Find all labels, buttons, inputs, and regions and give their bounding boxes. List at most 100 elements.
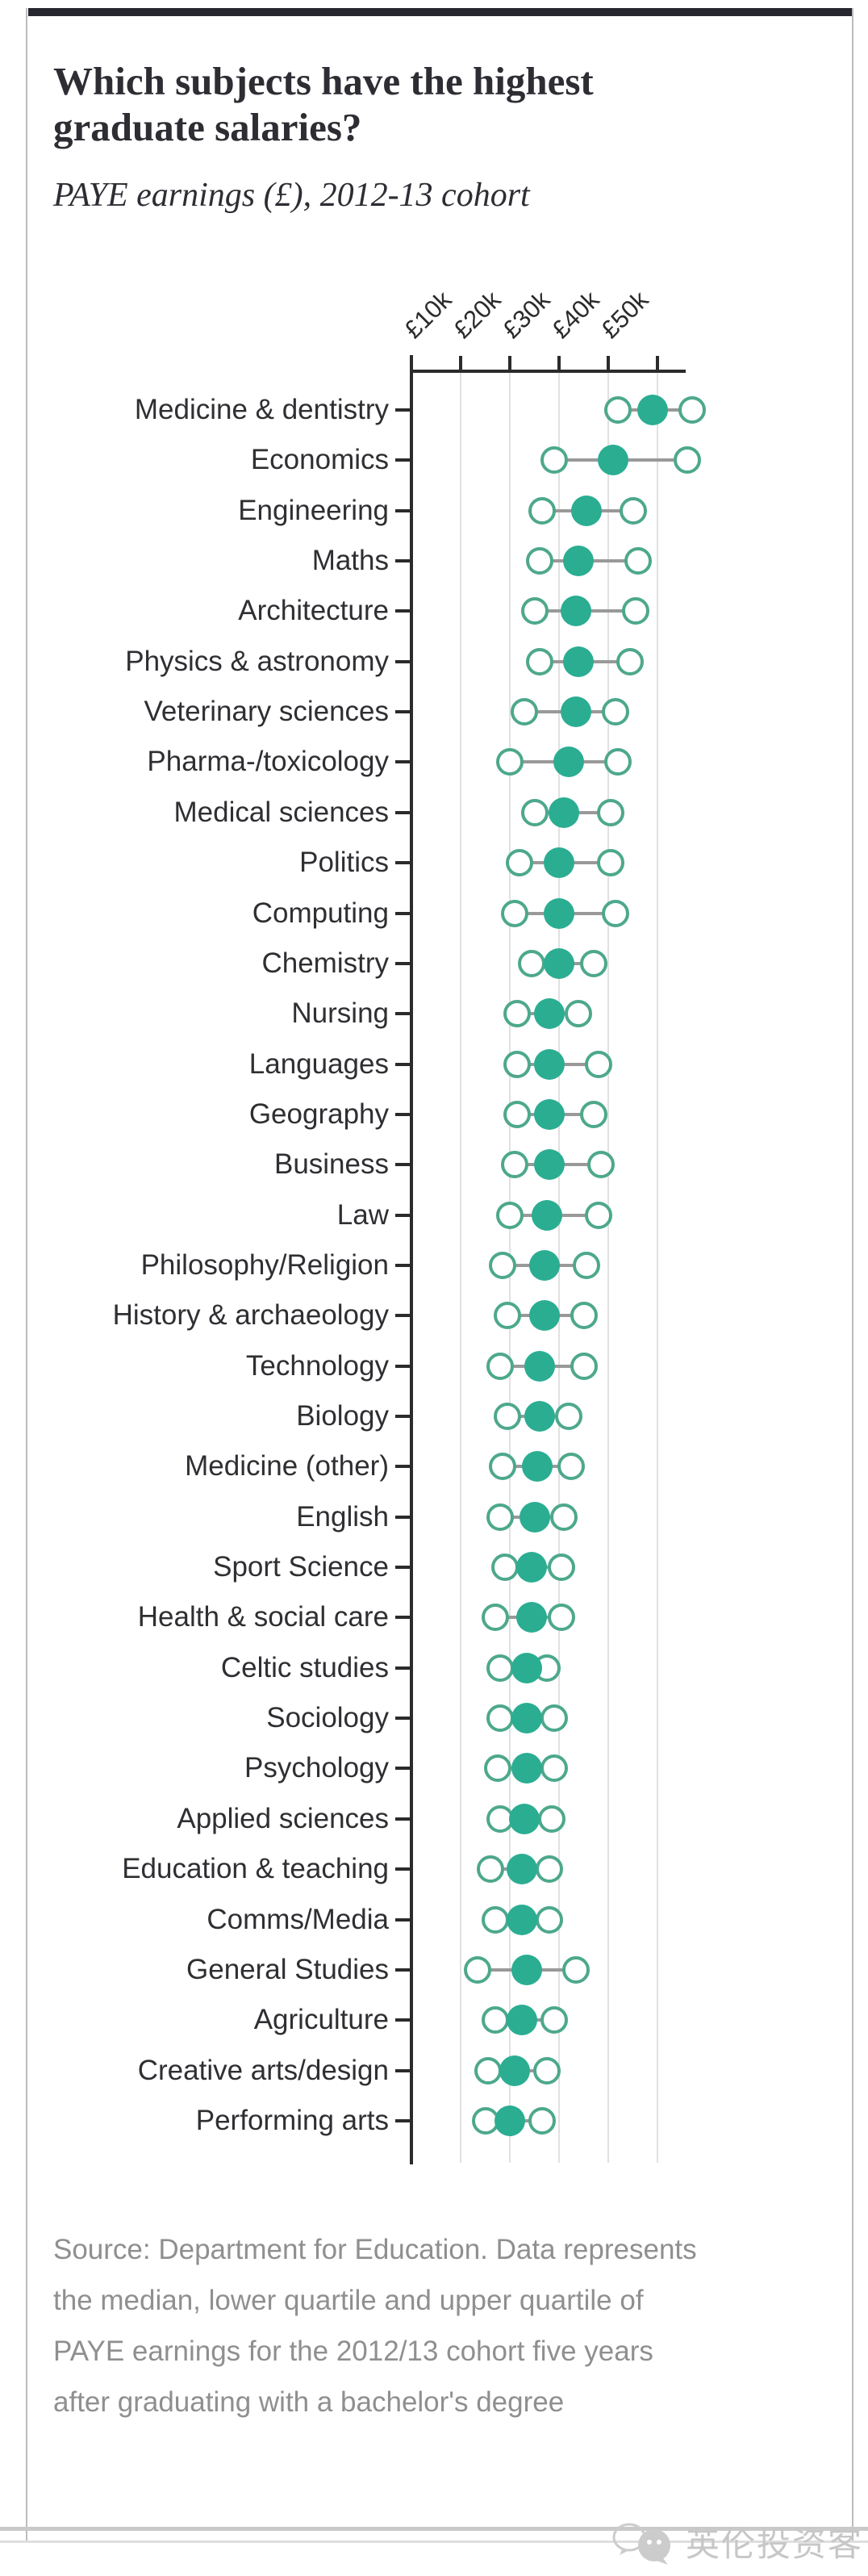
row-label: Pharma-/toxicology [147, 746, 389, 778]
lower-quartile-dot [488, 1453, 516, 1481]
upper-quartile-dot [532, 2056, 561, 2085]
row-tick [395, 1616, 411, 1620]
x-tick-label: £50k [595, 285, 654, 344]
lower-quartile-dot [481, 1604, 509, 1632]
median-dot [544, 947, 574, 979]
upper-quartile-dot [584, 1201, 612, 1229]
upper-quartile-dot [548, 1554, 576, 1582]
lower-quartile-dot [481, 1905, 509, 1934]
median-dot [528, 1300, 560, 1332]
row-tick [395, 1465, 411, 1469]
row-label: Nursing [291, 997, 389, 1030]
row-tick [395, 2018, 411, 2022]
median-dot [521, 1451, 553, 1482]
row-label: Languages [248, 1048, 389, 1080]
upper-quartile-dot [584, 1050, 612, 1078]
row-tick [395, 1767, 411, 1771]
median-dot [533, 1048, 565, 1080]
row-label: General Studies [186, 1953, 389, 1985]
lower-quartile-dot [486, 1804, 514, 1833]
lower-quartile-dot [476, 1855, 504, 1884]
gridline-£50k [657, 373, 658, 2163]
x-tick-£30k [557, 356, 561, 371]
upper-quartile-dot [537, 1804, 565, 1833]
row-label: Business [273, 1148, 389, 1181]
upper-quartile-dot [586, 1151, 615, 1179]
row-tick [395, 1364, 411, 1368]
gridline-£40k [607, 373, 609, 2163]
lower-quartile-dot [490, 1554, 519, 1582]
row-label: Health & social care [137, 1601, 389, 1633]
row-label: Politics [299, 847, 389, 879]
lower-quartile-dot [604, 396, 632, 424]
left-border [26, 8, 27, 2542]
x-tick-£10k [459, 356, 462, 371]
upper-quartile-dot [624, 547, 652, 575]
source-line: after graduating with a bachelor's degre… [53, 2386, 565, 2418]
upper-quartile-dot [557, 1453, 586, 1481]
median-dot [528, 1249, 560, 1281]
lower-quartile-dot [520, 597, 549, 625]
upper-quartile-dot [579, 1100, 607, 1128]
page-title: Which subjects have the highest graduate… [53, 58, 828, 150]
upper-quartile-dot [579, 949, 607, 977]
median-dot [561, 696, 592, 728]
x-tick-label: £40k [546, 285, 605, 344]
median-dot [507, 2005, 538, 2036]
row-label: Sport Science [213, 1551, 389, 1583]
row-tick [395, 1666, 411, 1670]
x-tick-label: £30k [497, 285, 556, 344]
median-dot [544, 847, 574, 879]
row-label: Medicine & dentistry [134, 394, 389, 425]
median-dot [563, 646, 595, 677]
source-line: the median, lower quartile and upper qua… [53, 2285, 644, 2316]
lower-quartile-dot [540, 446, 568, 475]
median-dot [524, 1350, 555, 1382]
row-label: Architecture [238, 595, 389, 627]
row-label: Computing [252, 897, 389, 929]
upper-quartile-dot [540, 1704, 568, 1733]
row-label: Chemistry [261, 947, 389, 979]
median-dot [636, 395, 668, 425]
row-label: History & archaeology [112, 1299, 389, 1332]
y-axis-spine [410, 355, 413, 2164]
row-tick [395, 710, 411, 714]
row-label: Physics & astronomy [125, 645, 389, 677]
row-tick [395, 659, 411, 663]
dumbbell-chart: £10k £20k £30k £40k £50k Medicine & dentistry… [112, 285, 706, 2164]
row-tick [395, 2118, 411, 2122]
median-dot [499, 2055, 531, 2086]
row-label: English [296, 1500, 389, 1533]
row-tick [395, 458, 411, 462]
row-tick [395, 861, 411, 865]
row-label: Biology [296, 1400, 389, 1432]
lower-quartile-dot [503, 1000, 532, 1028]
x-axis-line [410, 370, 686, 373]
lower-quartile-dot [486, 1704, 514, 1733]
lower-quartile-dot [493, 1403, 521, 1430]
lower-quartile-dot [520, 798, 549, 826]
median-dot [561, 596, 592, 627]
row-label: Applied sciences [177, 1802, 389, 1834]
upper-quartile-dot [597, 798, 625, 826]
row-label: Geography [248, 1098, 389, 1130]
median-dot [495, 2105, 525, 2136]
lower-quartile-dot [464, 1955, 492, 1984]
source-note: Source: Department for Education. Data r… [53, 2224, 812, 2428]
median-dot [533, 998, 565, 1030]
median-dot [511, 1753, 543, 1784]
lower-quartile-dot [528, 496, 556, 525]
lower-quartile-dot [483, 1754, 511, 1783]
median-dot [598, 445, 629, 476]
median-dot [549, 797, 580, 828]
row-tick [395, 2068, 411, 2072]
median-dot [511, 1703, 543, 1734]
upper-quartile-dot [550, 1503, 578, 1531]
row-label: Medical sciences [173, 796, 390, 828]
upper-quartile-dot [570, 1352, 598, 1380]
upper-quartile-dot [678, 396, 706, 424]
page-subtitle: PAYE earnings (£), 2012-13 cohort [53, 177, 530, 214]
x-tick-label: £20k [448, 285, 507, 344]
row-label: Sociology [266, 1702, 389, 1734]
row-tick [395, 1717, 411, 1721]
